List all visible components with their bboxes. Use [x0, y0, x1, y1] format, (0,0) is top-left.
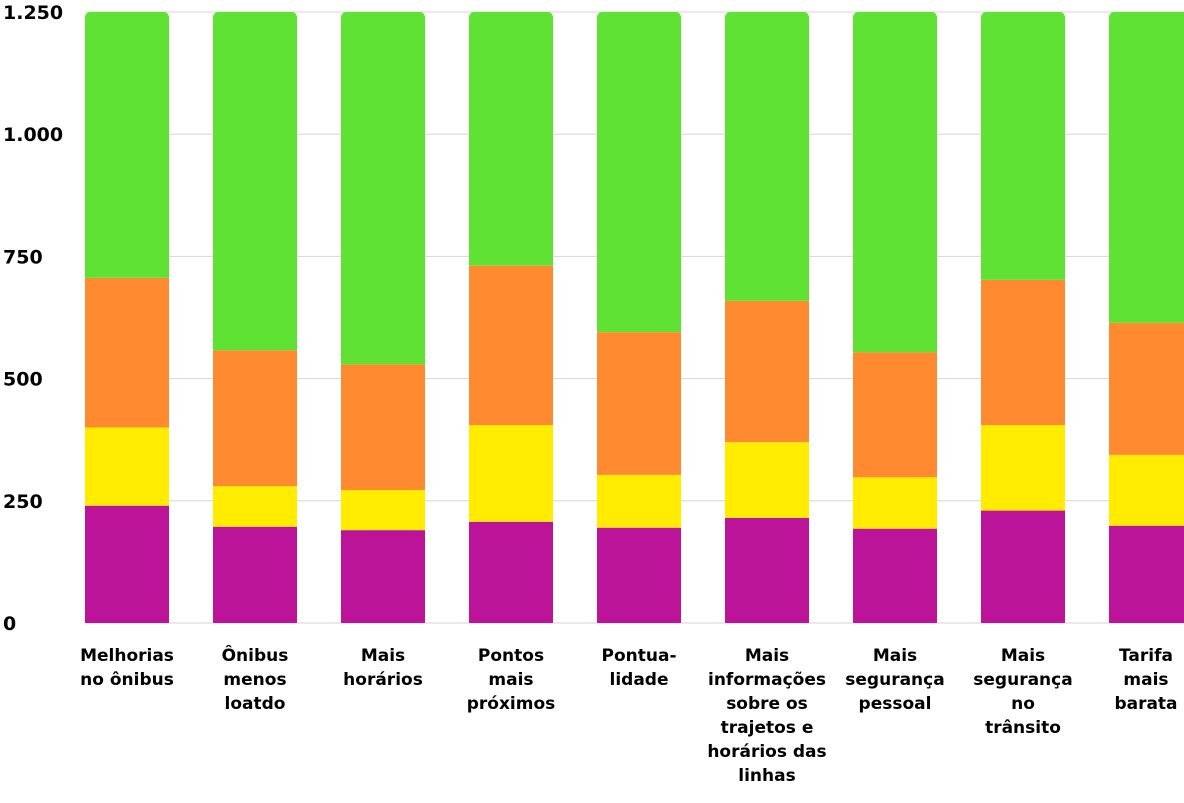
bar-segment — [597, 332, 681, 475]
y-tick-label: 500 — [3, 369, 43, 391]
bar-segment — [725, 300, 809, 443]
bar-segment — [469, 521, 553, 623]
x-category-label-line: Mais — [1001, 646, 1045, 666]
x-category-label: Tarifa mais barata — [1114, 646, 1177, 714]
x-category-label: Ônibus menos loatdo — [222, 644, 289, 714]
bar-segment — [85, 427, 169, 506]
x-category-label-line: próximos — [467, 694, 556, 714]
x-category-label-line: Tarifa — [1119, 646, 1173, 666]
bar-segment — [981, 279, 1065, 426]
bar-segment — [597, 474, 681, 528]
bar-segment — [1109, 322, 1184, 455]
x-category-label-line: informações — [708, 670, 826, 690]
bar-segment — [725, 517, 809, 623]
x-category-label-line: Pontos — [478, 646, 544, 666]
bar-segment — [213, 350, 297, 487]
x-category-label: Mais segurança pessoal — [845, 646, 944, 714]
x-category-label-line: linhas — [738, 766, 795, 786]
x-category-label-line: Melhorias — [80, 646, 174, 666]
bar-segment — [341, 490, 425, 531]
bar-segment — [213, 486, 297, 527]
y-tick-label: 1.250 — [3, 2, 63, 24]
bar-segment — [469, 12, 553, 266]
bar-segment — [341, 12, 425, 365]
x-category-label-line: loatdo — [225, 694, 286, 714]
x-category-label: Melhorias no ônibus — [80, 646, 174, 690]
bar-segment — [725, 442, 809, 518]
x-category-label-line: menos — [223, 670, 286, 690]
x-category-label-line: trânsito — [985, 718, 1061, 738]
bar-segment — [1109, 12, 1184, 323]
x-category-label-line: no ônibus — [80, 670, 174, 690]
x-category-label-line: no — [1011, 694, 1035, 714]
bar-segment — [85, 12, 169, 278]
bar-segment — [981, 425, 1065, 511]
bar-segment — [725, 12, 809, 301]
bar-segment — [85, 505, 169, 623]
x-category-label-line: sobre os — [726, 694, 808, 714]
bar-segment — [85, 277, 169, 428]
x-category-label-line: Mais — [873, 646, 917, 666]
x-category-label-line: trajetos e — [721, 718, 814, 738]
bar-segment — [469, 425, 553, 522]
x-category-label-line: pessoal — [859, 694, 932, 714]
bar-segment — [981, 510, 1065, 623]
x-category-label-line: Mais — [745, 646, 789, 666]
bar-segment — [981, 12, 1065, 280]
bar-segment — [1109, 454, 1184, 526]
x-category-label-line: horários das — [707, 742, 826, 762]
y-tick-label: 250 — [3, 491, 43, 513]
bar-segment — [597, 527, 681, 623]
bar-segment — [597, 12, 681, 333]
bar-segment — [853, 12, 937, 353]
x-category-label-line: mais — [1123, 670, 1168, 690]
x-category-label-line: mais — [488, 670, 533, 690]
bar-segment — [341, 530, 425, 623]
x-category-label-line: Pontua- — [602, 646, 677, 666]
x-category-label-line: lidade — [610, 670, 669, 690]
bar-segment — [853, 352, 937, 478]
x-category-label-line: barata — [1114, 694, 1177, 714]
x-category-label: Mais horários — [343, 646, 423, 690]
x-category-label: Pontua-lidade — [602, 646, 677, 690]
x-category-label: Mais segurança no trânsito — [973, 646, 1072, 738]
bar-segment — [1109, 525, 1184, 623]
y-tick-label: 0 — [3, 613, 16, 635]
x-category-label-line: horários — [343, 670, 423, 690]
bar-segment — [469, 265, 553, 426]
y-tick-label: 750 — [3, 246, 43, 268]
x-category-label-line: Mais — [361, 646, 405, 666]
bar-segment — [853, 477, 937, 529]
x-category-label-line: Ônibus — [222, 644, 289, 666]
x-category-label-line: segurança — [845, 670, 944, 690]
bar-segment — [213, 526, 297, 623]
bar-segment — [853, 528, 937, 623]
bar-segment — [213, 12, 297, 351]
y-tick-label: 1.000 — [3, 124, 63, 146]
x-category-label-line: segurança — [973, 670, 1072, 690]
x-category-label: Mais informações sobre os trajetos e horário… — [707, 646, 826, 786]
bar-segment — [341, 364, 425, 491]
x-category-label: Pontos mais próximos — [467, 646, 556, 714]
